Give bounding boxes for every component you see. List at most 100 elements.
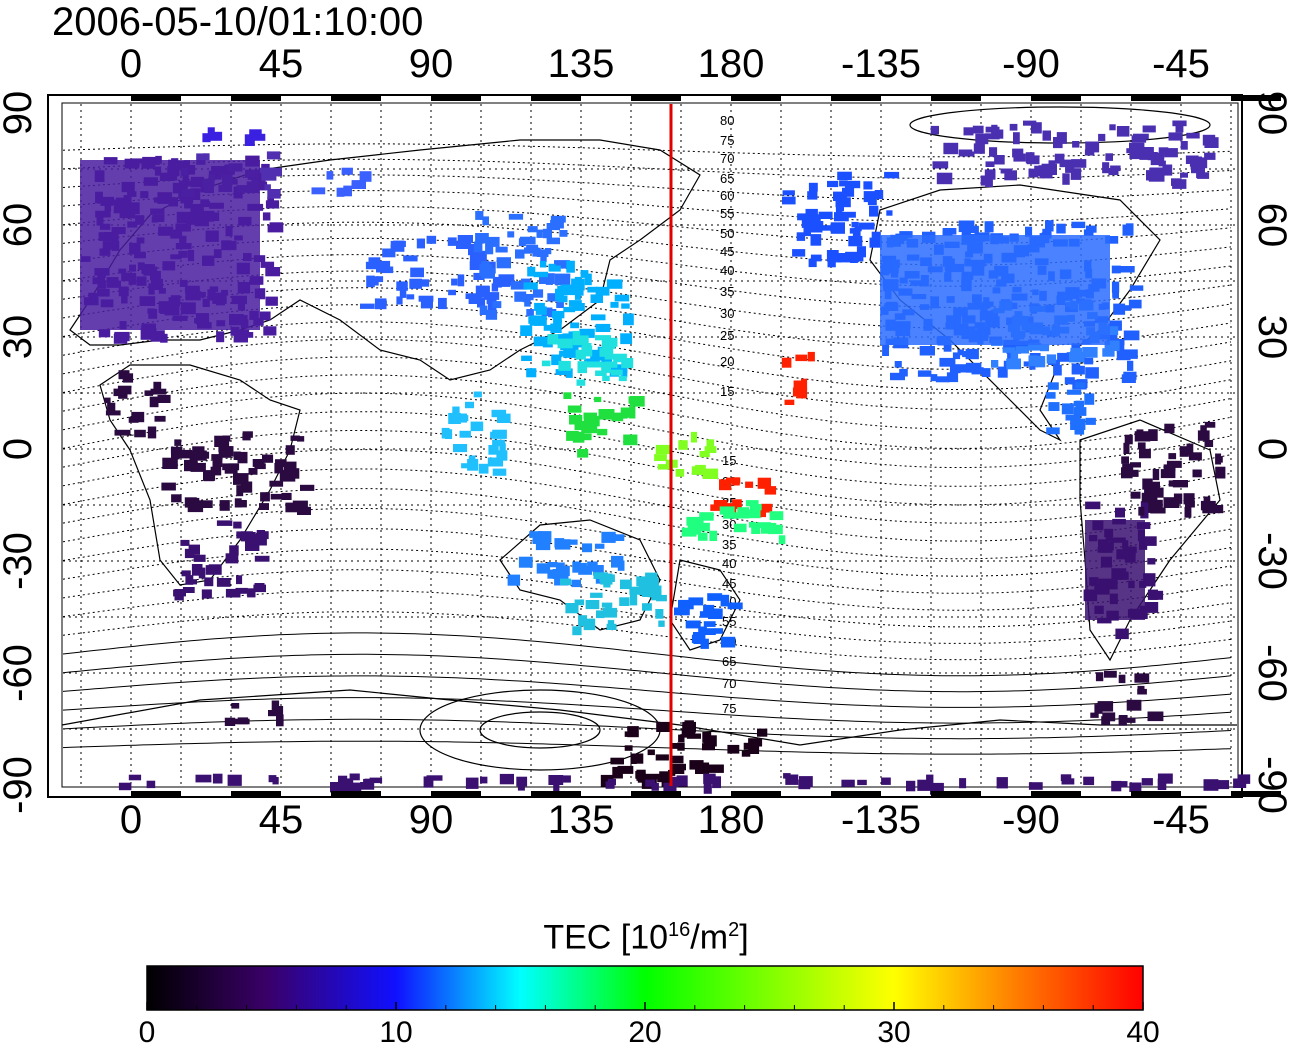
tec-cell (1121, 467, 1133, 478)
tec-cell (1148, 501, 1158, 513)
tec-cell (1126, 148, 1141, 153)
contour-label: 50 (720, 226, 734, 241)
tec-cell (703, 469, 719, 479)
tec-cell (886, 210, 892, 215)
tec-cell (1164, 497, 1180, 508)
tec-cell (1158, 779, 1167, 790)
tec-cell (857, 780, 867, 785)
tec-cell (1075, 426, 1085, 435)
tec-cell (1149, 174, 1165, 182)
tec-cell (757, 729, 767, 737)
tec-cell (238, 500, 247, 507)
tec-cell (613, 354, 627, 363)
tec-cell (721, 637, 735, 648)
tec-cell (1071, 168, 1082, 180)
tec-cell (985, 221, 994, 232)
tec-cell (148, 427, 156, 439)
tec-cell (1130, 285, 1144, 290)
tec-cell (708, 609, 723, 620)
tec-cell (342, 168, 353, 175)
tec-cell (783, 190, 795, 195)
tec-cell (234, 719, 250, 725)
lat-tick-right: 60 (1252, 203, 1292, 248)
tec-cell (327, 171, 334, 180)
tec-cell (206, 565, 222, 575)
tec-cell (608, 620, 614, 627)
tec-cell (497, 414, 511, 423)
colorbar-tick-label: 40 (1126, 1016, 1159, 1050)
tec-cell (1119, 675, 1126, 683)
tec-cell (645, 780, 655, 787)
tec-cell (410, 268, 424, 278)
tec-cell (480, 777, 487, 784)
tec-cell (255, 583, 265, 591)
tec-cell (804, 226, 812, 237)
tec-cell (553, 782, 559, 792)
tec-cell (809, 183, 818, 192)
tec-cell (1149, 593, 1155, 598)
tec-cell (180, 540, 189, 546)
tec-cell (427, 236, 437, 244)
tec-cell (1013, 132, 1020, 144)
tec-cell (115, 430, 131, 436)
tec-cell (1048, 402, 1059, 411)
tec-cell (1102, 162, 1109, 173)
tec-cell (656, 722, 671, 732)
tec-cell (596, 324, 611, 332)
tec-cell (421, 297, 433, 309)
tec-cell (1186, 133, 1199, 139)
tec-cell (438, 298, 447, 309)
tec-cell (1176, 121, 1184, 133)
tec-cell (485, 243, 493, 255)
tec-cell (973, 126, 984, 134)
tec-cell (581, 346, 592, 357)
tec-cell (1145, 602, 1158, 613)
tec-cell (1153, 469, 1160, 480)
tec-cell (1109, 124, 1115, 130)
tec-cell (376, 301, 387, 306)
tec-cell (171, 447, 183, 454)
tec-cell (577, 449, 588, 458)
tec-cell (1127, 718, 1136, 723)
tec-cell (233, 330, 249, 335)
tec-cell (300, 485, 314, 491)
tec-cell (1204, 497, 1211, 503)
tec-cell (610, 758, 624, 765)
tec-cell (895, 361, 902, 368)
tec-cell (943, 143, 958, 154)
tec-cell (1070, 348, 1082, 357)
tec-cell (211, 454, 220, 459)
tec-cell (213, 774, 223, 784)
tec-cell (492, 430, 507, 439)
tec-cell (811, 255, 822, 262)
tec-cell (544, 325, 553, 331)
tec-cell (1124, 331, 1140, 341)
tec-cell (682, 729, 696, 737)
tec-cell (1132, 135, 1147, 142)
tec-cell (1043, 131, 1052, 141)
tec-cell (801, 379, 807, 390)
tec-cell (581, 270, 589, 278)
tec-cell (312, 187, 326, 194)
tec-region (80, 160, 260, 330)
tec-cell (1164, 424, 1174, 434)
tec-cell (966, 349, 979, 359)
tec-cell (556, 302, 564, 308)
tec-cell (255, 556, 270, 562)
tec-cell (558, 339, 573, 349)
tec-cell (150, 397, 159, 408)
tec-cell (1131, 492, 1141, 499)
tec-cell (947, 372, 958, 382)
tec-cell (417, 239, 425, 249)
lon-tick-bottom: 180 (698, 800, 765, 840)
tec-cell (1138, 442, 1146, 449)
tec-cell (645, 774, 660, 780)
tec-cell (1143, 126, 1156, 133)
tec-cell (723, 512, 739, 518)
tec-cell (726, 478, 740, 484)
tec-cell (520, 325, 532, 336)
tec-cell (1085, 142, 1099, 153)
tec-cell (937, 173, 953, 185)
tec-cell (792, 249, 805, 257)
